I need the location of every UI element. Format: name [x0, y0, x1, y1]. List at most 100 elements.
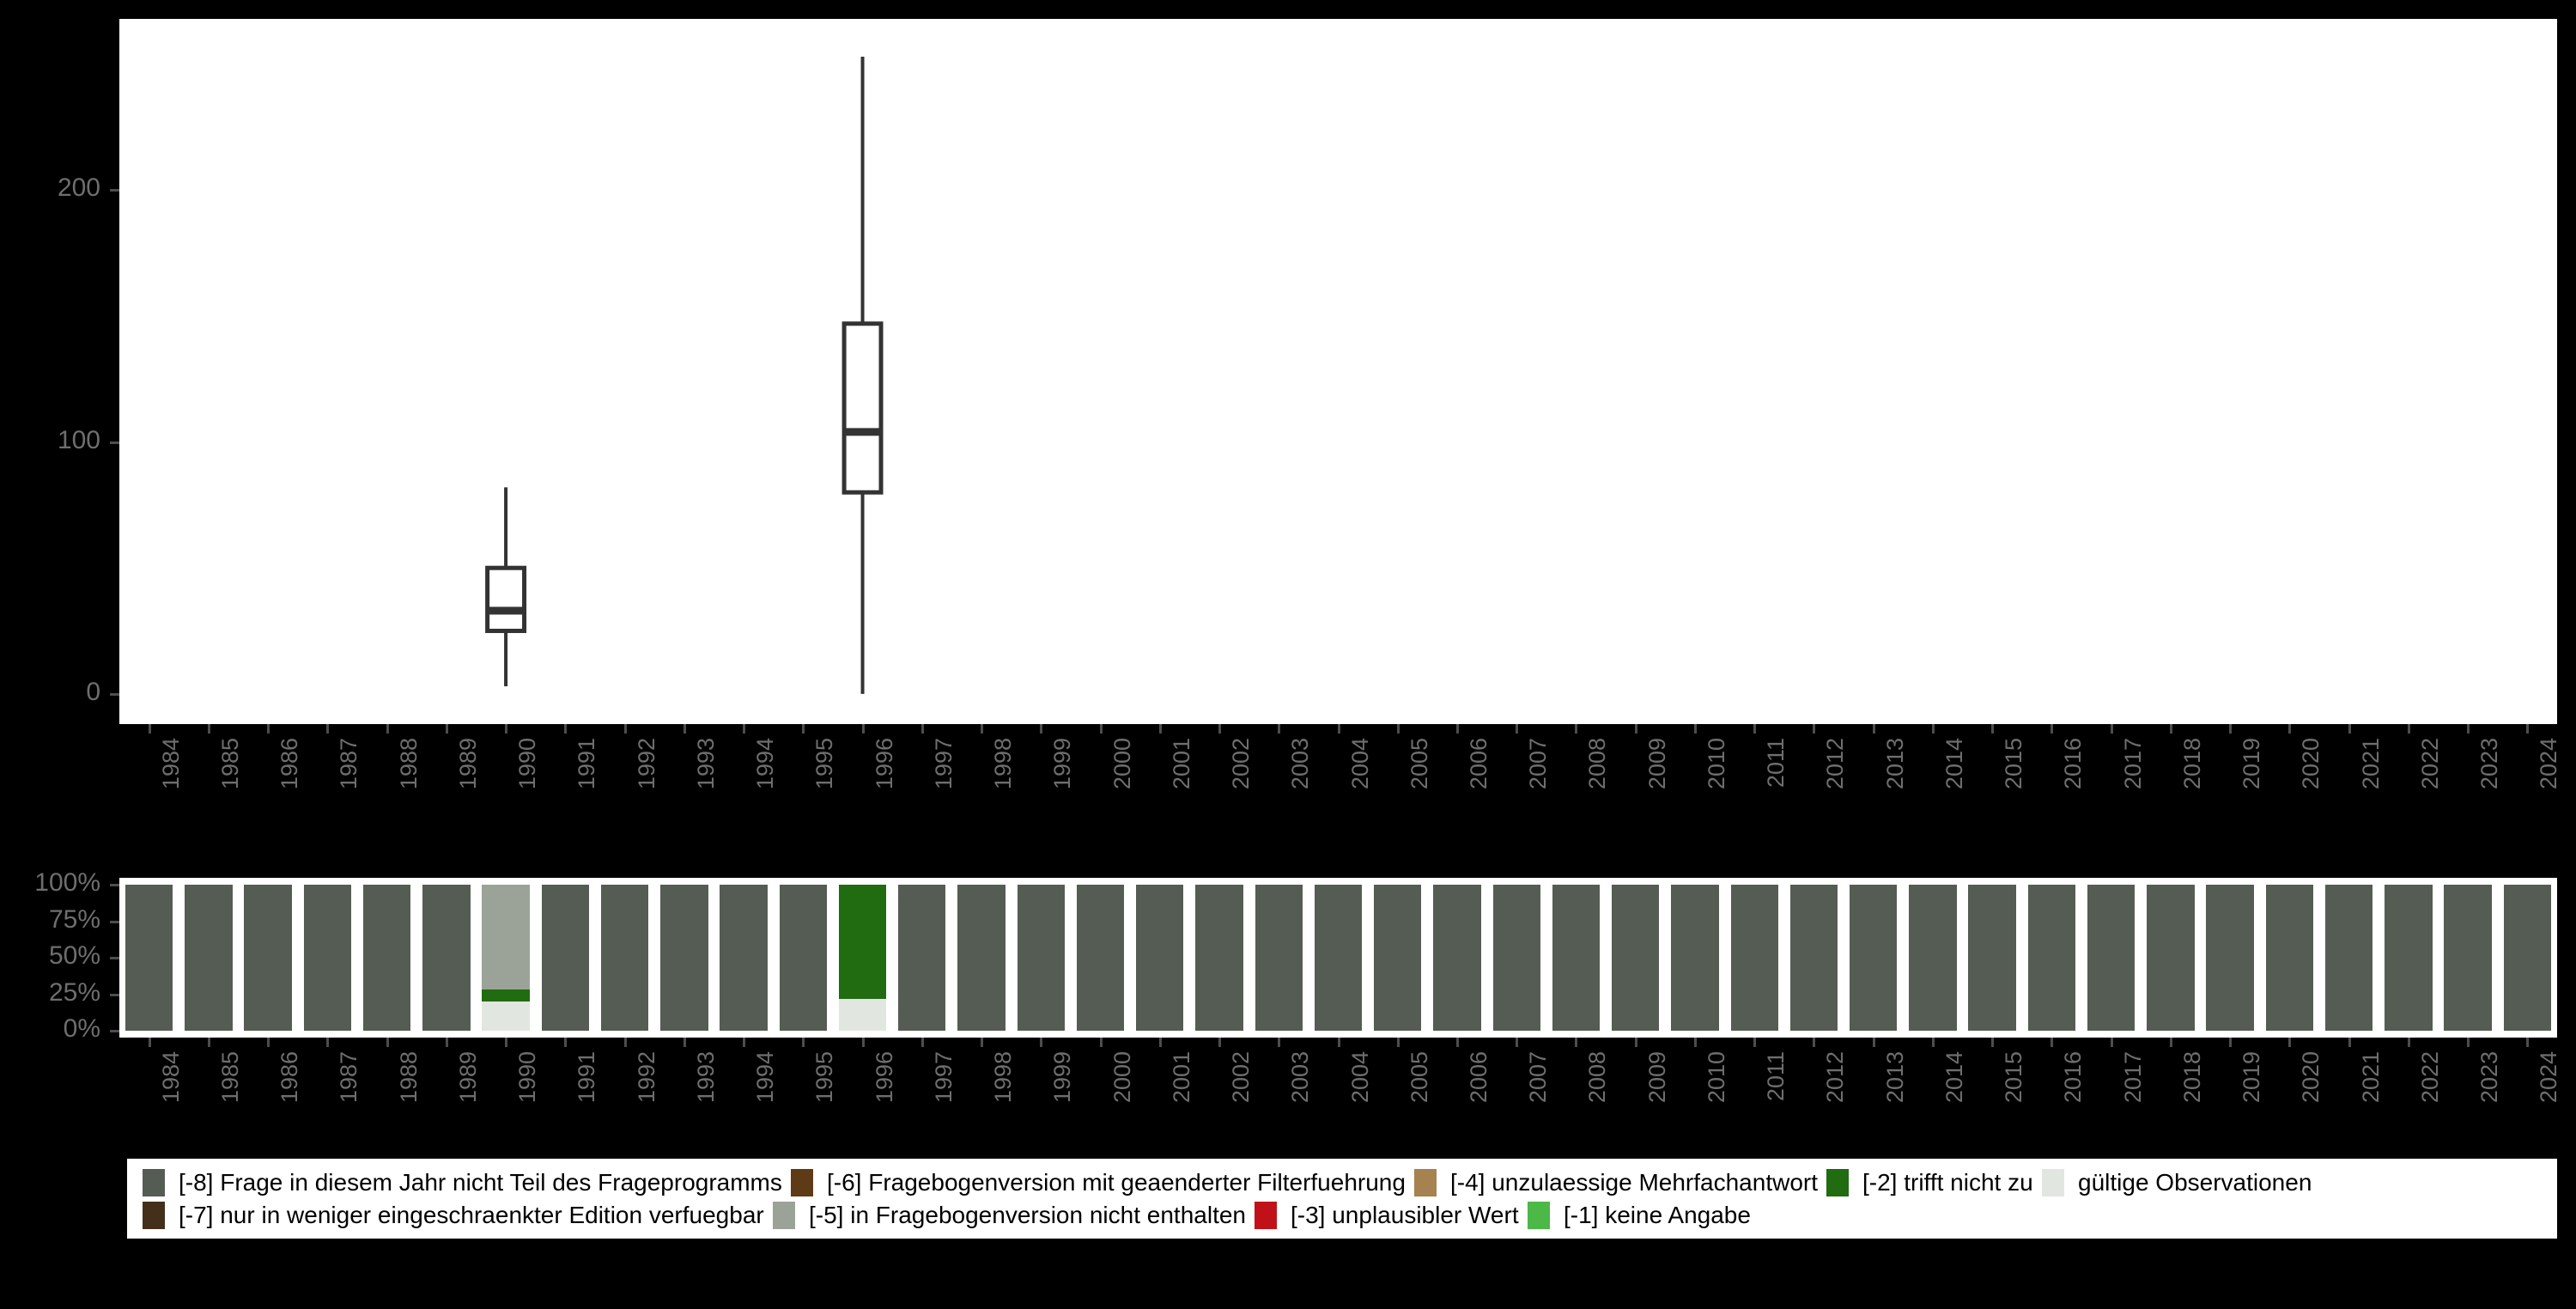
stacked-bar-x-tick-mark — [861, 1038, 865, 1047]
stacked-bar-x-tick-mark — [623, 1038, 627, 1047]
stacked-bar-x-tick-mark — [1099, 1038, 1103, 1047]
boxplot-panel — [119, 19, 2557, 724]
legend-label: [-3] unplausibler Wert — [1291, 1202, 1519, 1228]
stacked-bar-segment-m8 — [660, 885, 708, 1031]
boxplot-x-tick-mark — [1040, 724, 1043, 734]
boxplot-y-tick-mark — [110, 189, 119, 192]
boxplot-x-tick-mark — [1396, 724, 1400, 734]
stacked-bar — [185, 885, 233, 1031]
stacked-bar-y-tick-label: 25% — [48, 977, 100, 1007]
boxplot-x-tick-mark — [1218, 724, 1221, 734]
legend-swatch-icon — [1826, 1169, 1849, 1196]
stacked-bar-x-tick-mark — [386, 1038, 389, 1047]
stacked-bar-segment-m8 — [2206, 885, 2254, 1031]
boxplot-x-tick-mark — [326, 724, 330, 734]
stacked-bar-segment-m8 — [779, 885, 827, 1031]
stacked-bar-x-tick-mark — [1753, 1038, 1757, 1047]
boxplot-x-tick-mark — [743, 724, 746, 734]
stacked-bar — [1374, 885, 1422, 1031]
boxplot-box-1996 — [841, 56, 884, 694]
stacked-bar-x-tick-mark — [1872, 1038, 1875, 1047]
boxplot-y-tick-label: 0 — [86, 677, 100, 706]
stacked-bar-x-tick-mark — [1455, 1038, 1459, 1047]
stacked-bar-y-tick-label: 100% — [34, 868, 100, 897]
boxplot-x-tick-mark — [267, 724, 270, 734]
stacked-bar-x-tick-mark — [2229, 1038, 2233, 1047]
legend-item[interactable]: [-5] in Fragebogenversion nicht enthalte… — [773, 1202, 1246, 1229]
iqr-box — [841, 321, 884, 495]
legend-swatch-icon — [1255, 1202, 1277, 1229]
stacked-bar-segment-m8 — [1136, 885, 1184, 1031]
stacked-bar — [660, 885, 708, 1031]
legend-label: [-6] Fragebogenversion mit geaenderter F… — [827, 1169, 1406, 1196]
legend-swatch-icon — [143, 1202, 165, 1229]
boxplot-x-tick-mark — [683, 724, 686, 734]
stacked-bar-segment-m8 — [422, 885, 471, 1031]
stacked-bar-x-tick-mark — [802, 1038, 805, 1047]
stacked-bar-y-tick-mark — [110, 957, 119, 959]
legend-item[interactable]: [-2] trifft nicht zu — [1826, 1169, 2033, 1196]
stacked-bar-segment-m8 — [362, 885, 411, 1031]
stacked-bar — [1730, 885, 1778, 1031]
boxplot-x-tick-mark — [2407, 724, 2410, 734]
legend-item[interactable]: [-1] keine Angabe — [1528, 1202, 1751, 1229]
boxplot-y-tick-mark — [110, 692, 119, 696]
boxplot-x-tick-mark — [2169, 724, 2172, 734]
stacked-bar — [1076, 885, 1125, 1031]
stacked-bar-x-tick-mark — [2348, 1038, 2351, 1047]
legend-swatch-icon — [1414, 1169, 1437, 1196]
stacked-bar — [1789, 885, 1838, 1031]
boxplot-x-tick-mark — [1455, 724, 1459, 734]
stacked-bar-y-tick-mark — [110, 993, 119, 996]
stacked-bar-y-tick-mark — [110, 884, 119, 886]
boxplot-x-tick-mark — [2229, 724, 2233, 734]
stacked-bar-y-tick-label: 50% — [48, 941, 100, 970]
stacked-bar — [2324, 885, 2373, 1031]
stacked-bar-segment-m8 — [2503, 885, 2552, 1031]
legend-item[interactable]: [-4] unzulaessige Mehrfachantwort — [1414, 1169, 1818, 1196]
stacked-bar-segment-m2 — [838, 885, 887, 999]
stacked-bar-segment-m8 — [1492, 885, 1540, 1031]
legend-item[interactable]: [-8] Frage in diesem Jahr nicht Teil des… — [143, 1169, 782, 1196]
stacked-bar — [779, 885, 827, 1031]
legend-item[interactable]: [-6] Fragebogenversion mit geaenderter F… — [791, 1169, 1406, 1196]
legend-item[interactable]: gültige Observationen — [2042, 1169, 2312, 1196]
stacked-bar — [1255, 885, 1303, 1031]
legend-item[interactable]: [-3] unplausibler Wert — [1255, 1202, 1519, 1229]
legend-label: [-2] trifft nicht zu — [1862, 1169, 2033, 1196]
stacked-bar-x-tick-mark — [1991, 1038, 1995, 1047]
stacked-bar-segment-m8 — [125, 885, 173, 1031]
stacked-bar-segment-m8 — [1671, 885, 1719, 1031]
stacked-bar — [1968, 885, 2016, 1031]
stacked-bar-segment-m8 — [2324, 885, 2373, 1031]
legend-item[interactable]: [-7] nur in weniger eingeschraenkter Edi… — [143, 1202, 764, 1229]
boxplot-x-tick-mark — [1337, 724, 1340, 734]
stacked-bar — [1909, 885, 1957, 1031]
stacked-bar — [125, 885, 173, 1031]
stacked-bar — [838, 885, 887, 1031]
boxplot-x-tick-mark — [1158, 724, 1162, 734]
boxplot-box-1990 — [485, 487, 527, 687]
stacked-bar — [2503, 885, 2552, 1031]
boxplot-x-tick-mark — [1278, 724, 1281, 734]
stacked-bar-x-tick-mark — [1813, 1038, 1816, 1047]
stacked-bar — [2147, 885, 2195, 1031]
stacked-bar-segment-m8 — [720, 885, 768, 1031]
boxplot-y-tick-label: 100 — [57, 425, 100, 454]
stacked-bar-segment-m8 — [1552, 885, 1601, 1031]
stacked-bar — [1314, 885, 1363, 1031]
boxplot-x-tick-mark — [1991, 724, 1995, 734]
stacked-bar-segment-m8 — [2385, 885, 2433, 1031]
boxplot-x-tick-mark — [1753, 724, 1757, 734]
stacked-bar — [2265, 885, 2314, 1031]
stacked-bar-segment-m8 — [957, 885, 1005, 1031]
stacked-bar — [1849, 885, 1898, 1031]
stacked-bar-segment-m8 — [1612, 885, 1660, 1031]
stacked-bar-segment-m8 — [2265, 885, 2314, 1031]
stacked-bar-x-tick-mark — [1396, 1038, 1400, 1047]
stacked-bar-segment-m8 — [1433, 885, 1481, 1031]
stacked-bar-x-tick-mark — [1931, 1038, 1935, 1047]
stacked-bar-x-tick-mark — [2407, 1038, 2410, 1047]
stacked-bar — [2206, 885, 2254, 1031]
